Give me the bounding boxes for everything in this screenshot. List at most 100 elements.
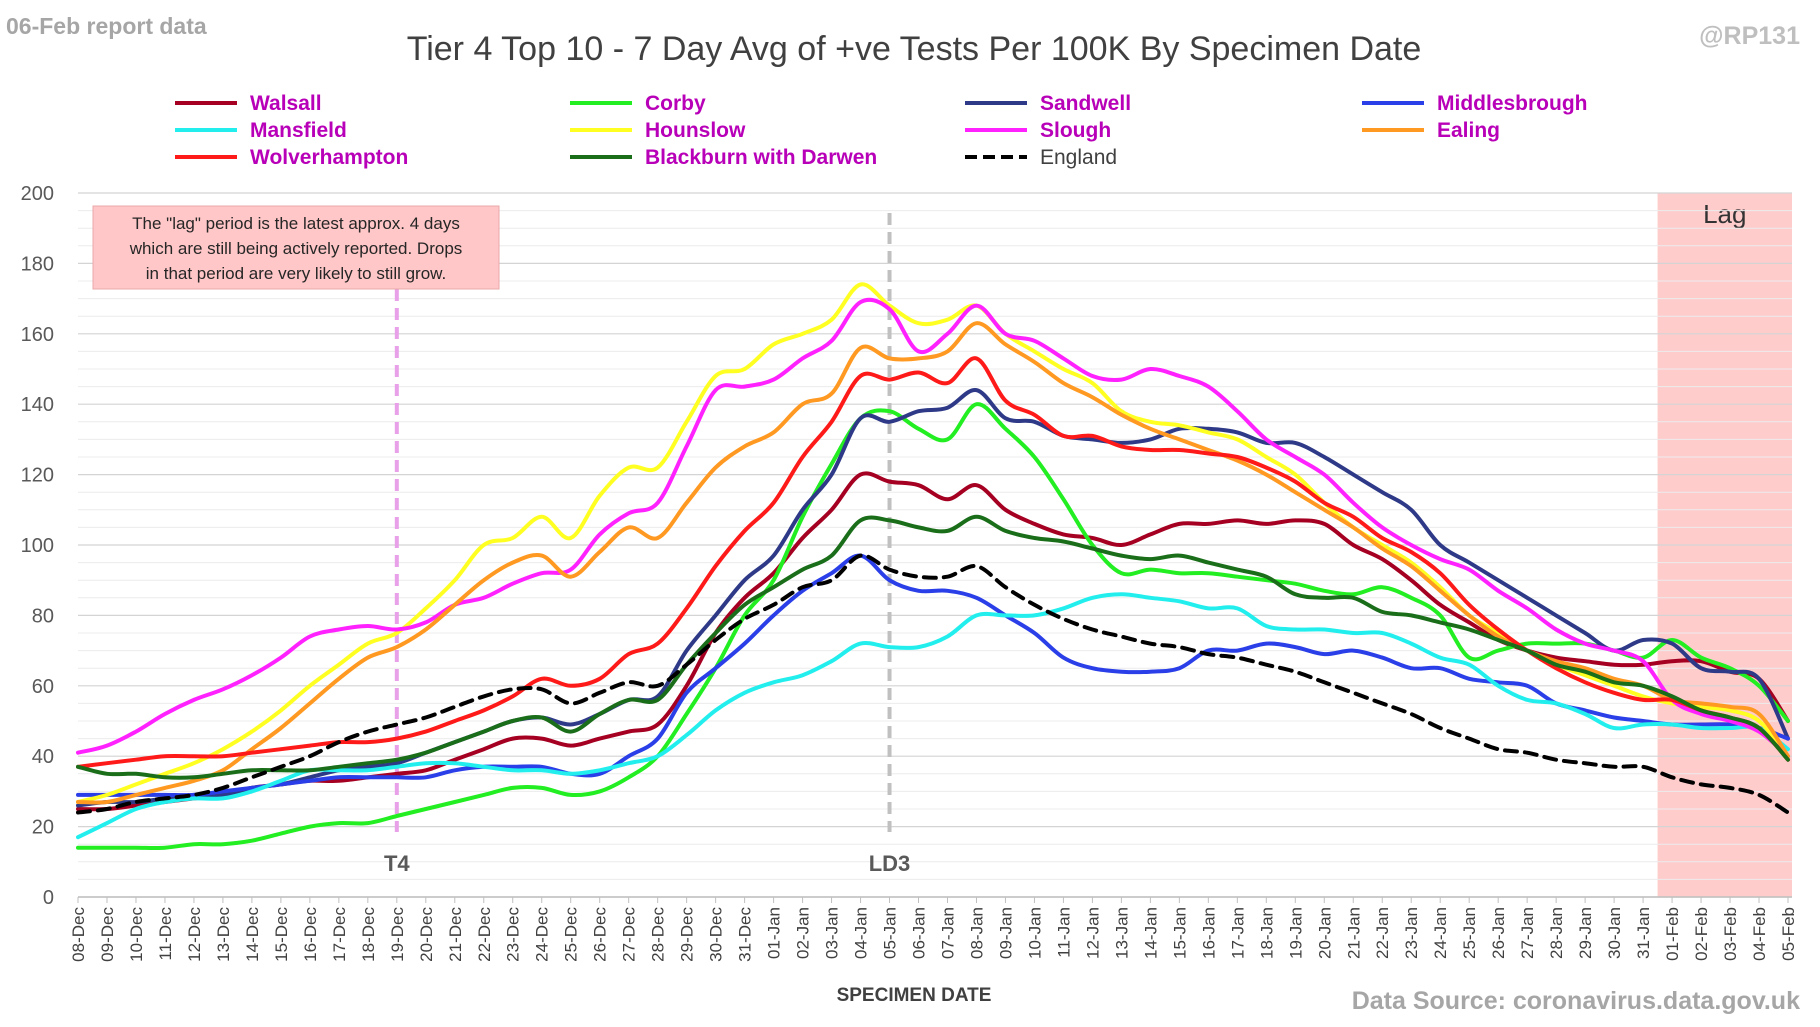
- x-tick-label: 10-Jan: [1025, 907, 1044, 959]
- handle: @RP131: [1699, 22, 1800, 50]
- legend-label-ealing: Ealing: [1437, 119, 1500, 142]
- legend-label-walsall: Walsall: [250, 92, 322, 115]
- x-tick-label: 20-Dec: [417, 907, 436, 962]
- y-tick-label: 40: [32, 746, 54, 768]
- legend-label-middlesbrough: Middlesbrough: [1437, 92, 1588, 115]
- series-line-corby: [76, 402, 1790, 850]
- x-tick-label: 23-Jan: [1402, 907, 1421, 959]
- x-tick-label: 28-Jan: [1547, 907, 1566, 959]
- x-tick-label: 21-Dec: [446, 907, 465, 962]
- data-source: Data Source: coronavirus.data.gov.uk: [1352, 987, 1800, 1015]
- x-tick-label: 26-Jan: [1489, 907, 1508, 959]
- x-axis-label: SPECIMEN DATE: [837, 985, 992, 1006]
- x-tick-label: 13-Jan: [1112, 907, 1131, 959]
- legend-label-hounslow: Hounslow: [645, 119, 746, 142]
- x-tick-label: 27-Dec: [620, 907, 639, 962]
- x-tick-label: 29-Dec: [678, 907, 697, 962]
- legend-label-corby: Corby: [645, 92, 706, 115]
- x-tick-label: 22-Jan: [1373, 907, 1392, 959]
- x-tick-label: 11-Dec: [156, 907, 175, 961]
- x-tick-label: 12-Dec: [185, 907, 204, 962]
- legend-label-blackburn-with-darwen: Blackburn with Darwen: [645, 146, 877, 169]
- series-line-slough: [76, 297, 1790, 759]
- event-markers: T4 LD3: [384, 213, 910, 876]
- series-line-england: [76, 553, 1790, 815]
- series-line-hounslow: [76, 282, 1790, 804]
- x-tick-label: 07-Jan: [938, 907, 957, 959]
- x-tick-label: 26-Dec: [591, 907, 610, 962]
- x-tick-label: 15-Jan: [1170, 907, 1189, 959]
- x-tick-label: 29-Jan: [1576, 907, 1595, 959]
- series-line-sandwell: [76, 388, 1790, 808]
- chart-title: Tier 4 Top 10 - 7 Day Avg of +ve Tests P…: [407, 30, 1422, 68]
- x-tick-labels: 08-Dec 09-Dec 10-Dec 11-Dec 12-Dec 13-Dec 14-D…: [69, 907, 1798, 962]
- x-tick-label: 11-Jan: [1054, 907, 1073, 958]
- x-tick-label: 28-Dec: [649, 907, 668, 962]
- y-tick-label: 180: [21, 253, 54, 275]
- series-line-mansfield: [76, 592, 1790, 840]
- x-tick-label: 19-Dec: [388, 907, 407, 962]
- x-tick-label: 16-Dec: [301, 907, 320, 962]
- series-lines: [76, 282, 1790, 850]
- x-tick-label: 12-Jan: [1083, 907, 1102, 959]
- x-tick-label: 02-Jan: [794, 907, 813, 959]
- x-tick-label: 05-Feb: [1779, 907, 1798, 961]
- x-tick-label: 01-Jan: [765, 907, 784, 959]
- series-line-blackburn-with-darwen: [76, 514, 1790, 780]
- legend-label-wolverhampton: Wolverhampton: [250, 146, 408, 169]
- gridlines: [77, 192, 1792, 903]
- x-tick-label: 30-Jan: [1605, 907, 1624, 959]
- marker-label-ld3: LD3: [869, 851, 911, 876]
- x-tick-label: 19-Jan: [1286, 907, 1305, 959]
- x-tick-label: 14-Jan: [1141, 907, 1160, 959]
- x-tick-label: 14-Dec: [243, 907, 262, 962]
- y-tick-label: 140: [21, 394, 54, 416]
- marker-label-t4: T4: [384, 851, 410, 876]
- x-tick-label: 09-Jan: [996, 907, 1015, 959]
- x-tick-label: 31-Dec: [736, 907, 755, 962]
- series-line-wolverhampton: [76, 356, 1790, 769]
- x-tick-label: 17-Dec: [330, 907, 349, 962]
- legend-label-slough: Slough: [1040, 119, 1111, 142]
- x-tick-label: 27-Jan: [1518, 907, 1537, 959]
- y-tick-label: 60: [32, 676, 54, 698]
- x-tick-label: 02-Feb: [1692, 907, 1711, 961]
- x-tick-label: 13-Dec: [214, 907, 233, 962]
- y-tick-label: 160: [21, 324, 54, 346]
- x-tick-label: 18-Dec: [359, 907, 378, 962]
- x-tick-label: 03-Jan: [823, 907, 842, 959]
- report-label: 06-Feb report data: [6, 13, 207, 39]
- legend-label-sandwell: Sandwell: [1040, 92, 1131, 115]
- legend: Walsall Corby Sandwell Middlesbrough Mansfie…: [175, 92, 1588, 169]
- x-tick-label: 16-Jan: [1199, 907, 1218, 959]
- y-tick-label: 80: [32, 605, 54, 627]
- y-tick-label: 120: [21, 465, 54, 487]
- x-tick-label: 30-Dec: [707, 907, 726, 962]
- x-tick-label: 01-Feb: [1663, 907, 1682, 961]
- x-tick-label: 09-Dec: [98, 907, 117, 962]
- lag-note-box: The "lag" period is the latest approx. 4…: [92, 205, 500, 290]
- x-tick-label: 06-Jan: [910, 907, 929, 959]
- x-tick-label: 08-Dec: [69, 907, 88, 962]
- x-tick-label: 03-Feb: [1721, 907, 1740, 961]
- lag-note-background: [92, 205, 500, 290]
- x-tick-label: 24-Jan: [1431, 907, 1450, 959]
- y-tick-labels: 0 20 40 60 80 100 120 140 160 180 200: [21, 183, 54, 909]
- x-tick-label: 31-Jan: [1634, 907, 1653, 959]
- x-tick-label: 17-Jan: [1228, 907, 1247, 959]
- x-tick-label: 24-Dec: [533, 907, 552, 962]
- lag-label: Lag: [1703, 199, 1746, 229]
- lag-note-text: The "lag" period is the latest approx. 4…: [129, 214, 463, 283]
- x-tick-label: 18-Jan: [1257, 907, 1276, 959]
- x-tick-label: 20-Jan: [1315, 907, 1334, 959]
- legend-label-england: England: [1040, 146, 1117, 169]
- x-tick-label: 22-Dec: [475, 907, 494, 962]
- y-tick-label: 0: [43, 887, 54, 909]
- x-tick-label: 25-Jan: [1460, 907, 1479, 959]
- x-tick-label: 04-Feb: [1750, 907, 1769, 961]
- y-tick-label: 200: [21, 183, 54, 205]
- x-tick-label: 05-Jan: [881, 907, 900, 959]
- y-tick-label: 100: [21, 535, 54, 557]
